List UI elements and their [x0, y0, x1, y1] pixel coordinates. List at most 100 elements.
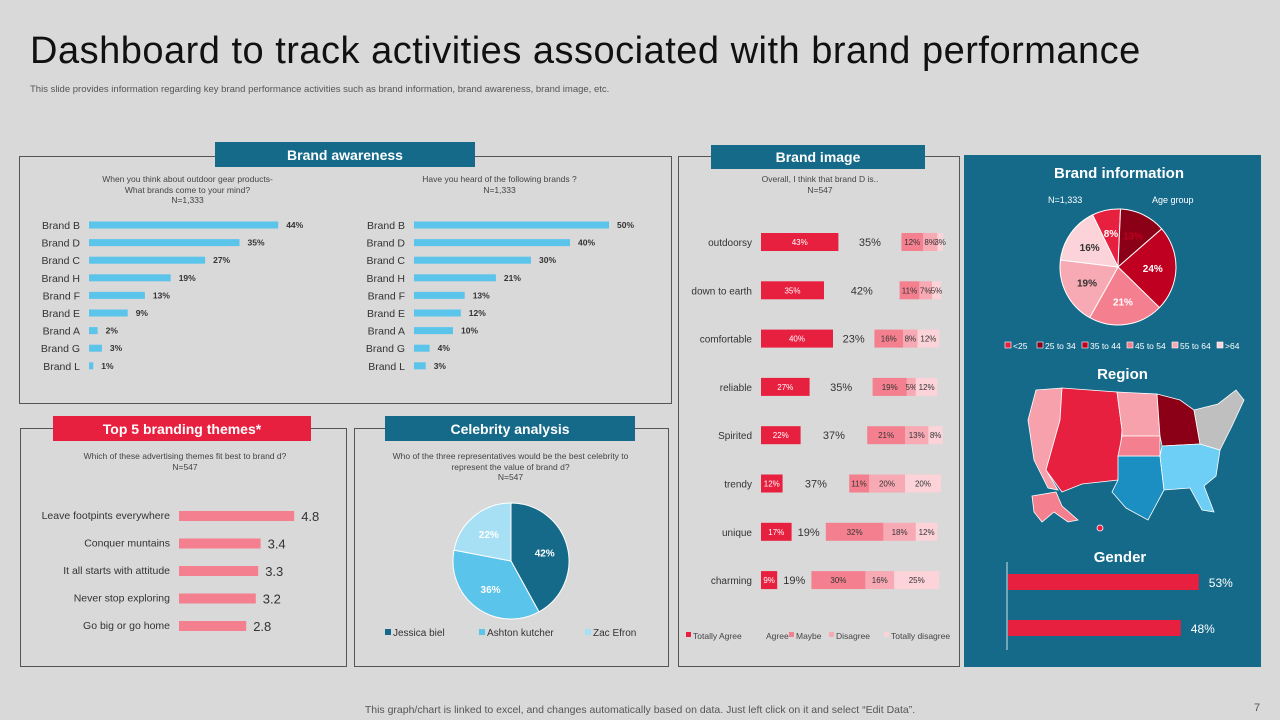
gender-bar	[1008, 620, 1181, 636]
image-bar-segment	[761, 571, 778, 590]
image-segment-label: 12%	[919, 383, 935, 392]
image-bar-segment	[899, 281, 920, 300]
map-region-plains-central	[1117, 435, 1161, 457]
brand-information-title: Brand information	[1054, 165, 1184, 182]
celebrity-legend-label: Jessica biel	[393, 628, 445, 639]
awareness-value-label: 21%	[504, 273, 521, 283]
age-legend-swatch	[1126, 341, 1134, 349]
image-segment-label: 9%	[763, 576, 775, 585]
awareness-bar	[89, 344, 102, 352]
image-category-label: charming	[711, 576, 752, 587]
brand-image-header: Brand image	[711, 145, 925, 169]
image-bar-segment	[928, 426, 943, 445]
image-segment-label: 7%	[920, 286, 932, 295]
image-bar-segment	[905, 474, 941, 493]
theme-bar	[179, 566, 259, 576]
image-bar-segment	[761, 522, 792, 541]
map-region-southeast	[1159, 443, 1221, 513]
image-segment-label: 5%	[931, 286, 943, 295]
awareness-category-label: Brand B	[367, 220, 405, 232]
image-legend-label: Agree	[766, 631, 789, 641]
map-region-midwest	[1156, 393, 1201, 447]
awareness-category-label: Brand D	[41, 238, 80, 250]
celebrity-slice	[452, 549, 540, 620]
image-segment-label: 11%	[902, 286, 917, 295]
awareness-bar	[414, 274, 496, 282]
page-title: Dashboard to track activities associated…	[30, 30, 1141, 72]
celebrity-pie-chart: 42% 36% 22% Jessica biel Ashton kutcher Zac E…	[385, 502, 636, 639]
age-legend-swatch	[1004, 341, 1012, 349]
awareness-category-label: Brand G	[41, 343, 80, 355]
image-segment-label: 18%	[892, 528, 908, 537]
awareness-value-label: 40%	[578, 238, 595, 248]
awareness-bar	[89, 274, 171, 282]
image-bar-segment	[811, 571, 866, 590]
image-bar-segment	[867, 426, 905, 445]
awareness-value-label: 10%	[461, 326, 478, 336]
age-slice	[1059, 214, 1119, 268]
image-legend-label: Totally Agree	[693, 631, 742, 641]
image-segment-label: 30%	[830, 576, 846, 585]
age-slice	[1088, 266, 1161, 326]
map-region-northeast	[1193, 389, 1245, 451]
page-subtitle: This slide provides information regardin…	[30, 84, 610, 95]
awareness-category-label: Brand F	[43, 290, 80, 302]
image-bar-segment	[761, 377, 810, 396]
age-value-label: 8%	[1104, 229, 1119, 240]
awareness-bar	[414, 291, 465, 299]
image-segment-label: 32%	[847, 528, 863, 537]
image-segment-label: 25%	[909, 576, 925, 585]
gender-bar	[1008, 574, 1199, 590]
awareness-value-label: 27%	[213, 255, 230, 265]
theme-category-label: Conquer muntains	[84, 538, 170, 550]
image-bar-segment	[874, 329, 904, 348]
celebrity-value-label: 42%	[535, 548, 555, 559]
awareness-value-label: 4%	[438, 343, 451, 353]
awareness-bar	[414, 221, 609, 229]
region-map	[1027, 387, 1245, 532]
image-bar-segment	[865, 571, 895, 590]
image-agree-label: 42%	[851, 285, 873, 297]
theme-bar	[179, 593, 256, 604]
image-bar-segment	[883, 522, 916, 541]
age-legend-label: 55 to 64	[1180, 341, 1211, 351]
image-segment-label: 27%	[777, 383, 793, 392]
awareness-bar	[89, 291, 145, 299]
image-legend-label: Totally disagree	[891, 631, 950, 641]
age-value-label: 13%	[1123, 232, 1143, 243]
theme-category-label: Leave footpints everywhere	[42, 510, 171, 522]
image-bar-segment	[906, 377, 916, 396]
awareness-category-label: Brand C	[366, 255, 405, 267]
age-legend-swatch	[1081, 341, 1089, 349]
awareness-value-label: 3%	[110, 343, 123, 353]
image-segment-label: 11%	[851, 480, 866, 489]
image-segment-label: 43%	[792, 238, 808, 247]
awareness-value-label: 50%	[617, 220, 634, 230]
page-number: 7	[1254, 702, 1261, 714]
image-legend-label: Maybe	[796, 631, 822, 641]
image-agree-label: 35%	[830, 382, 852, 394]
age-legend-swatch	[1036, 341, 1044, 349]
celebrity-value-label: 22%	[479, 530, 499, 541]
age-legend-label: 35 to 44	[1090, 341, 1121, 351]
image-segment-label: 12%	[920, 335, 936, 344]
awareness-bar	[89, 309, 128, 317]
image-bar-segment	[905, 426, 929, 445]
celebrity-legend-swatch	[479, 629, 485, 635]
branding-themes-header: Top 5 branding themes*	[53, 416, 311, 441]
age-legend-label: 25 to 34	[1045, 341, 1076, 351]
awareness-category-label: Brand F	[368, 290, 405, 302]
image-bar-segment	[869, 474, 905, 493]
celebrity-slice	[510, 502, 570, 613]
theme-bar	[179, 621, 247, 631]
age-slice	[1059, 259, 1119, 319]
awareness-bar	[89, 221, 279, 229]
awareness-value-label: 35%	[248, 238, 265, 248]
awareness-value-label: 13%	[473, 290, 490, 300]
image-segment-label: 3%	[934, 238, 946, 247]
brand-awareness-header: Brand awareness	[215, 142, 475, 167]
image-bar-segment	[761, 233, 839, 251]
image-agree-label: 19%	[798, 527, 820, 539]
awareness-value-label: 9%	[136, 308, 149, 318]
awareness-category-label: Brand E	[42, 308, 80, 320]
